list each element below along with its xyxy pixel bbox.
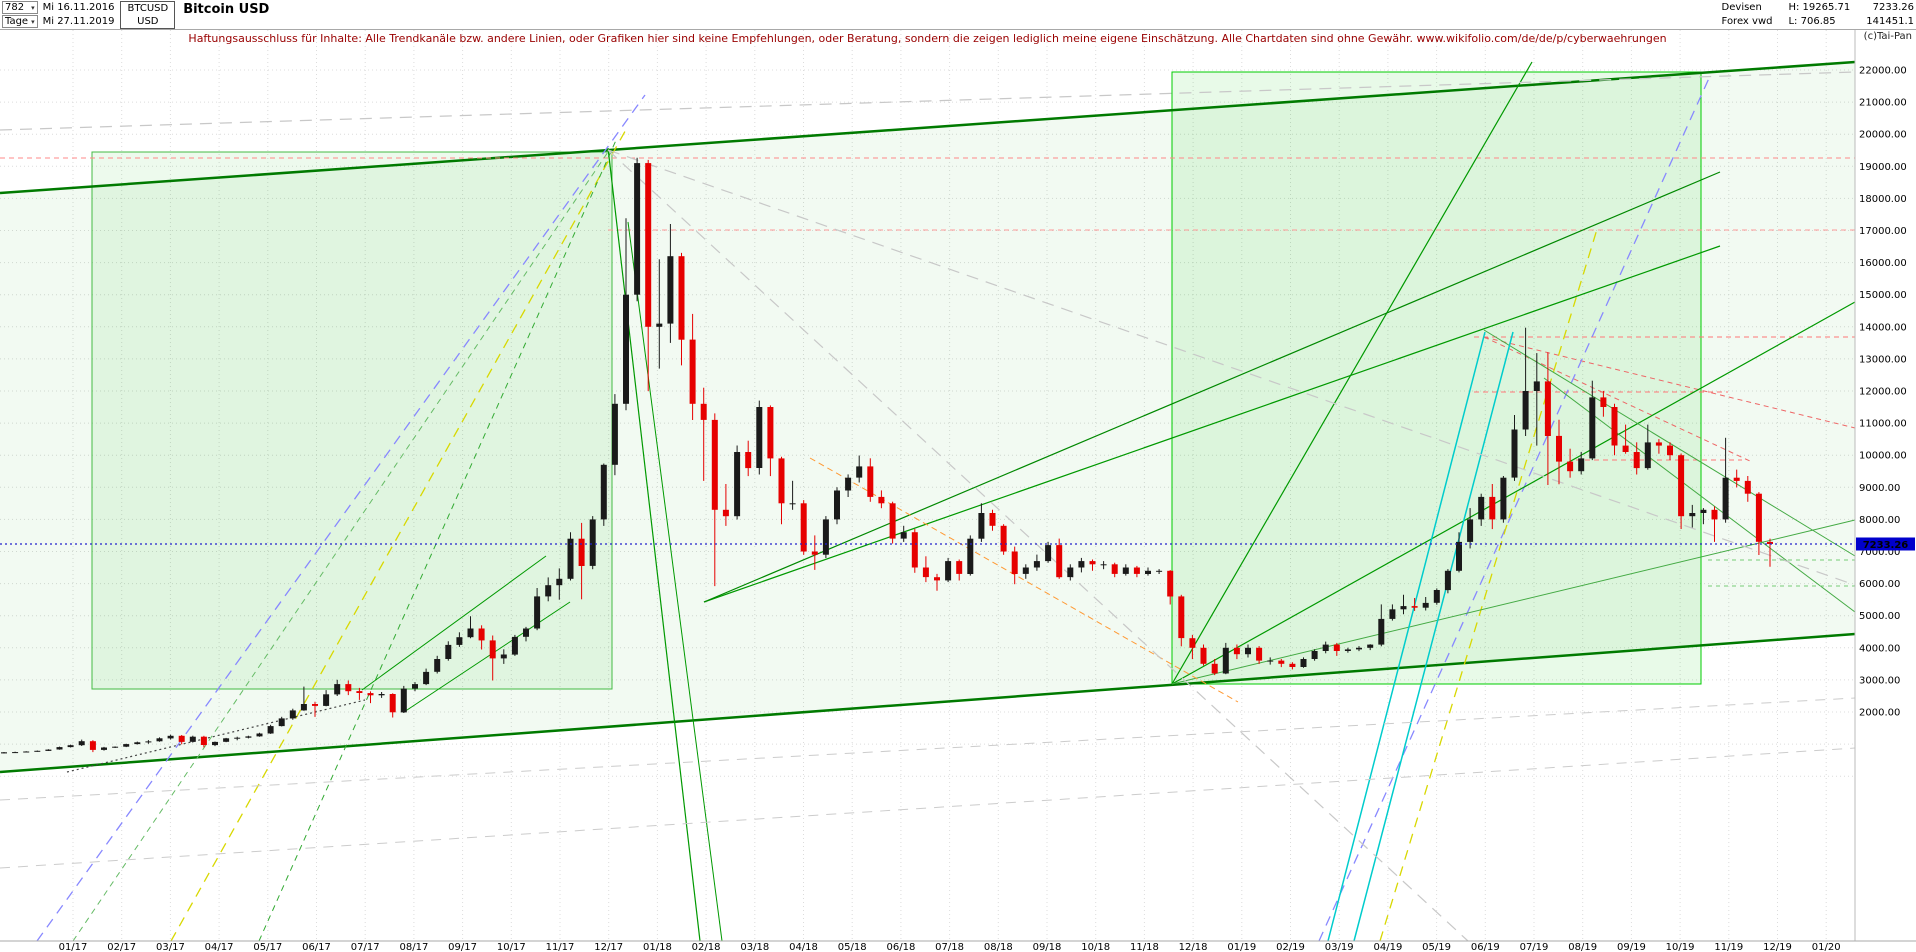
start-date: Mi 16.11.2016	[42, 2, 115, 13]
toolbar: 782 ▾ Mi 16.11.2016 Tage ▾ Mi 27.11.2019…	[0, 0, 1916, 30]
svg-text:11/17: 11/17	[546, 942, 575, 952]
svg-text:11/19: 11/19	[1714, 942, 1743, 952]
svg-text:05/17: 05/17	[253, 942, 282, 952]
svg-text:9000.00: 9000.00	[1859, 483, 1900, 494]
period-high-label: H: 19265.71	[1788, 2, 1851, 13]
x-axis-labels: 01/17 02/17 03/17 04/17 05/17 06/17 07/17 08/17…	[59, 942, 1841, 952]
chevron-down-icon: ▾	[31, 3, 35, 12]
svg-text:09/17: 09/17	[448, 942, 477, 952]
period-low-label: L: 706.85	[1788, 16, 1836, 27]
svg-text:10000.00: 10000.00	[1859, 451, 1907, 462]
svg-text:7000.00: 7000.00	[1859, 547, 1900, 558]
svg-text:08/18: 08/18	[984, 942, 1013, 952]
candlesticks	[1, 157, 1773, 754]
svg-text:01/17: 01/17	[59, 942, 88, 952]
last-price-tag: 7233.26	[1856, 537, 1915, 551]
secondary-value: 141451.1	[1866, 16, 1914, 27]
svg-text:21000.00: 21000.00	[1859, 98, 1907, 109]
bars-count-dropdown[interactable]: 782 ▾	[2, 1, 38, 14]
disclaimer-text: Haftungsausschluss für Inhalte: Alle Tre…	[188, 32, 1667, 45]
svg-text:8000.00: 8000.00	[1859, 515, 1900, 526]
svg-text:2000.00: 2000.00	[1859, 708, 1900, 719]
svg-text:3000.00: 3000.00	[1859, 675, 1900, 686]
svg-text:10/17: 10/17	[497, 942, 526, 952]
svg-text:09/18: 09/18	[1033, 942, 1062, 952]
svg-text:17000.00: 17000.00	[1859, 226, 1907, 237]
svg-text:07/19: 07/19	[1520, 942, 1549, 952]
svg-text:07/18: 07/18	[935, 942, 964, 952]
svg-text:18000.00: 18000.00	[1859, 194, 1907, 205]
svg-text:16000.00: 16000.00	[1859, 258, 1907, 269]
svg-text:10/18: 10/18	[1081, 942, 1110, 952]
y-axis-labels: 22000.00 21000.00 20000.00 19000.00 18000.00…	[1859, 66, 1907, 719]
chart-frame	[0, 30, 1916, 942]
svg-text:03/18: 03/18	[740, 942, 769, 952]
svg-text:12000.00: 12000.00	[1859, 387, 1907, 398]
svg-text:12/19: 12/19	[1763, 942, 1792, 952]
svg-text:01/20: 01/20	[1812, 942, 1841, 952]
symbol-label: BTCUSD	[127, 3, 169, 14]
channel-shading	[0, 62, 1855, 772]
period-dropdown[interactable]: Tage ▾	[2, 15, 38, 28]
svg-text:12/17: 12/17	[594, 942, 623, 952]
svg-text:19000.00: 19000.00	[1859, 162, 1907, 173]
svg-text:01/19: 01/19	[1227, 942, 1256, 952]
svg-text:6000.00: 6000.00	[1859, 579, 1900, 590]
svg-text:20000.00: 20000.00	[1859, 130, 1907, 141]
trendlines	[0, 60, 1856, 942]
chevron-down-icon: ▾	[31, 17, 35, 26]
period-value: Tage	[5, 16, 29, 27]
svg-text:05/19: 05/19	[1422, 942, 1451, 952]
svg-text:02/17: 02/17	[107, 942, 136, 952]
svg-text:08/17: 08/17	[399, 942, 428, 952]
svg-text:08/19: 08/19	[1568, 942, 1597, 952]
svg-text:09/19: 09/19	[1617, 942, 1646, 952]
svg-text:05/18: 05/18	[838, 942, 867, 952]
svg-text:22000.00: 22000.00	[1859, 66, 1907, 77]
category-label: Devisen	[1721, 2, 1762, 13]
page-title: Bitcoin USD	[183, 2, 270, 17]
last-price-value: 7233.26	[1872, 2, 1914, 13]
svg-text:06/17: 06/17	[302, 942, 331, 952]
svg-text:15000.00: 15000.00	[1859, 290, 1907, 301]
svg-text:10/19: 10/19	[1666, 942, 1695, 952]
source-label: Forex vwd	[1721, 16, 1773, 27]
currency-label: USD	[137, 16, 159, 27]
svg-text:12/18: 12/18	[1179, 942, 1208, 952]
svg-text:06/19: 06/19	[1471, 942, 1500, 952]
svg-text:13000.00: 13000.00	[1859, 354, 1907, 365]
copyright-label: (c)Tai-Pan	[1863, 31, 1912, 42]
svg-text:04/17: 04/17	[205, 942, 234, 952]
svg-text:01/18: 01/18	[643, 942, 672, 952]
svg-text:5000.00: 5000.00	[1859, 611, 1900, 622]
end-date: Mi 27.11.2019	[42, 16, 115, 27]
toolbar-left: 782 ▾ Mi 16.11.2016 Tage ▾ Mi 27.11.2019…	[0, 0, 269, 29]
svg-text:02/19: 02/19	[1276, 942, 1305, 952]
svg-text:04/18: 04/18	[789, 942, 818, 952]
bars-count-value: 782	[5, 2, 25, 13]
svg-text:11000.00: 11000.00	[1859, 419, 1907, 430]
svg-text:7233.26: 7233.26	[1863, 540, 1909, 551]
svg-text:03/17: 03/17	[156, 942, 185, 952]
symbol-box: BTCUSD USD	[120, 1, 176, 29]
svg-text:14000.00: 14000.00	[1859, 322, 1907, 333]
svg-text:06/18: 06/18	[886, 942, 915, 952]
svg-text:4000.00: 4000.00	[1859, 643, 1900, 654]
svg-text:11/18: 11/18	[1130, 942, 1159, 952]
svg-text:02/18: 02/18	[692, 942, 721, 952]
svg-text:03/19: 03/19	[1325, 942, 1354, 952]
svg-text:07/17: 07/17	[351, 942, 380, 952]
toolbar-right: Devisen Forex vwd H: 19265.71 L: 706.85 …	[1722, 0, 1916, 29]
svg-text:04/19: 04/19	[1373, 942, 1402, 952]
